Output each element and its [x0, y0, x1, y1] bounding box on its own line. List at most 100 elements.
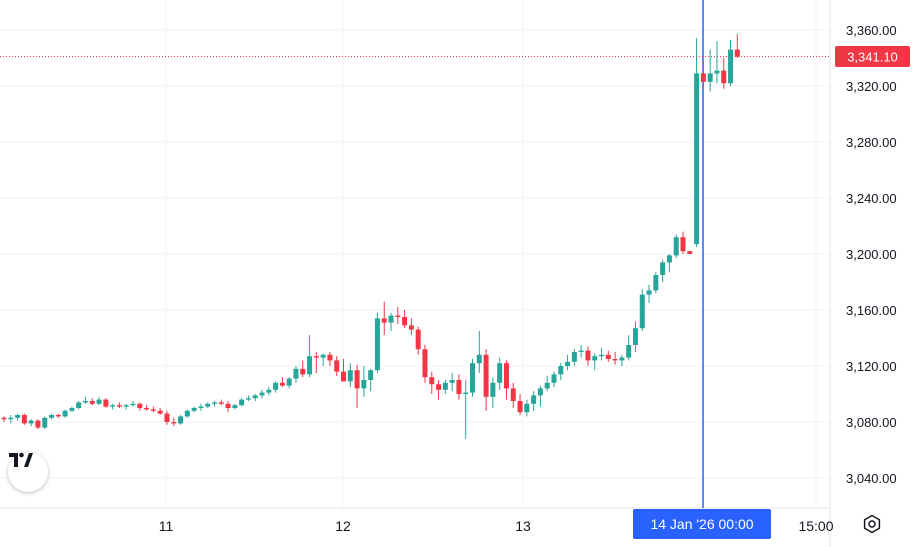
gear-icon [863, 514, 881, 534]
candle-body [232, 405, 238, 408]
candle-body [252, 395, 258, 399]
candle-body [402, 317, 408, 326]
candle-body [150, 409, 156, 411]
candle-body [42, 417, 48, 428]
candle-body [69, 408, 75, 411]
candle-body [55, 415, 61, 417]
y-tick-label: 3,200.00 [846, 247, 897, 262]
candle-body [218, 402, 224, 404]
candle-body [626, 345, 632, 358]
candle-body [110, 405, 116, 407]
candle-body [21, 415, 27, 424]
candle-body [565, 361, 571, 366]
candle-body [524, 403, 530, 413]
candle-body [184, 410, 190, 417]
crosshair-time-label-badge [633, 509, 771, 539]
candle-body [531, 395, 537, 404]
candle-body [395, 315, 401, 317]
candle-body [497, 363, 503, 383]
candle-body [673, 237, 679, 256]
candle-body [205, 403, 211, 407]
candle-body [687, 251, 693, 254]
x-tick-label: 12 [335, 518, 351, 534]
candle-body [96, 399, 102, 404]
candle-body [517, 401, 523, 413]
candle-body [578, 350, 584, 352]
candle-body [381, 318, 387, 323]
settings-gear-icon[interactable] [862, 514, 886, 538]
tradingview-logo-glyph [9, 452, 33, 467]
candle-body [463, 392, 469, 394]
candle-body [62, 410, 68, 417]
candle-body [144, 408, 150, 410]
candle-body [456, 380, 462, 394]
candle-body [225, 403, 231, 408]
candle-body [259, 392, 265, 396]
candle-body [449, 380, 455, 383]
candle-body [198, 406, 204, 408]
candle-body [286, 378, 292, 386]
candle-body [592, 356, 598, 361]
tradingview-logo-icon[interactable] [8, 452, 48, 492]
last-price-label: 3,341.10 [847, 49, 898, 64]
candle-body [374, 318, 380, 371]
x-tick-label: 11 [159, 518, 174, 534]
candle-body [714, 70, 720, 74]
candle-body [211, 402, 217, 404]
candle-body [28, 420, 34, 424]
candle-body [239, 399, 245, 406]
candle-body [354, 370, 360, 389]
candle-body [408, 325, 414, 330]
candle-body [442, 382, 448, 390]
candle-body [8, 417, 14, 420]
candle-body [191, 408, 197, 411]
y-tick-label: 3,120.00 [846, 359, 897, 374]
candle-body [436, 384, 442, 390]
candle-body [313, 356, 319, 358]
candle-body [571, 352, 577, 362]
candle-body [171, 422, 177, 424]
candle-body [558, 366, 564, 375]
candle-body [551, 374, 557, 383]
candle-body [422, 349, 428, 378]
y-tick-label: 3,280.00 [846, 135, 897, 150]
candle-body [347, 370, 353, 382]
candle-body [680, 237, 686, 252]
y-tick-label: 3,080.00 [846, 415, 897, 430]
candle-body [728, 49, 734, 84]
y-tick-label: 3,240.00 [846, 191, 897, 206]
candle-body [279, 382, 285, 386]
candle-body [660, 262, 666, 275]
candle-body [483, 354, 489, 397]
x-tick-label: 13 [515, 518, 531, 534]
candle-body [470, 363, 476, 393]
candle-body [164, 413, 170, 422]
candle-body [632, 328, 638, 345]
candle-body [605, 354, 611, 359]
candle-body [537, 388, 543, 396]
candle-body [368, 370, 374, 380]
candle-body [1, 417, 7, 420]
candle-body [700, 73, 706, 82]
candle-body [245, 398, 251, 400]
candle-body [707, 73, 713, 82]
candle-body [653, 275, 659, 291]
candle-body [130, 403, 136, 406]
candle-body [49, 415, 55, 418]
candle-body [116, 405, 122, 407]
candle-body [666, 255, 672, 263]
candle-body [429, 377, 435, 385]
candle-body [307, 356, 313, 375]
candle-body [612, 359, 618, 361]
candle-body [734, 49, 740, 57]
candle-body [619, 357, 625, 361]
y-tick-label: 3,160.00 [846, 303, 897, 318]
candle-body [123, 405, 129, 407]
candle-body [721, 70, 727, 84]
candle-body [82, 401, 88, 403]
candle-body [178, 416, 184, 424]
candle-body [490, 382, 496, 397]
candle-body [327, 354, 333, 361]
candle-body [694, 73, 700, 245]
